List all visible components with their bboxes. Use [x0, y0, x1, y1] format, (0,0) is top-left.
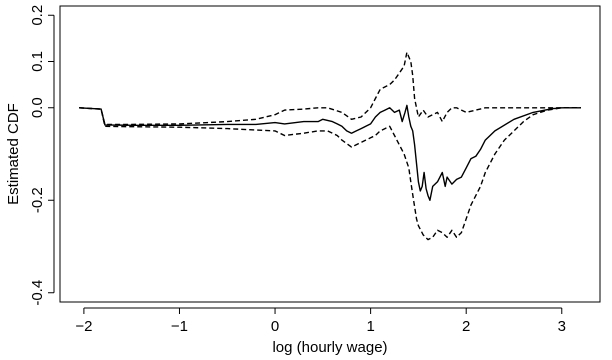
confidence-band-line	[79, 51, 581, 126]
y-axis-label: Estimated CDF	[5, 103, 22, 205]
x-tick-label: 0	[271, 318, 279, 335]
y-tick-label: -0.2	[29, 187, 46, 213]
x-tick-label: −1	[171, 318, 188, 335]
estimate-line	[79, 104, 581, 201]
y-tick-label: -0.4	[29, 280, 46, 306]
y-tick-label: 0.2	[29, 5, 46, 26]
x-tick-label: 3	[558, 318, 566, 335]
series-layer	[79, 51, 581, 241]
x-axis: −2 −1 0 1 2 3	[75, 307, 566, 335]
x-tick-label: −2	[75, 318, 92, 335]
y-tick-label: 0.1	[29, 51, 46, 72]
plot-frame	[59, 5, 601, 303]
x-tick-label: 2	[462, 318, 470, 335]
y-tick-label: 0.0	[29, 97, 46, 118]
y-axis: -0.4 -0.2 0.0 0.1 0.2	[29, 5, 55, 306]
x-tick-label: 1	[366, 318, 374, 335]
x-axis-label: log (hourly wage)	[272, 339, 387, 356]
confidence-band-line	[79, 107, 581, 241]
